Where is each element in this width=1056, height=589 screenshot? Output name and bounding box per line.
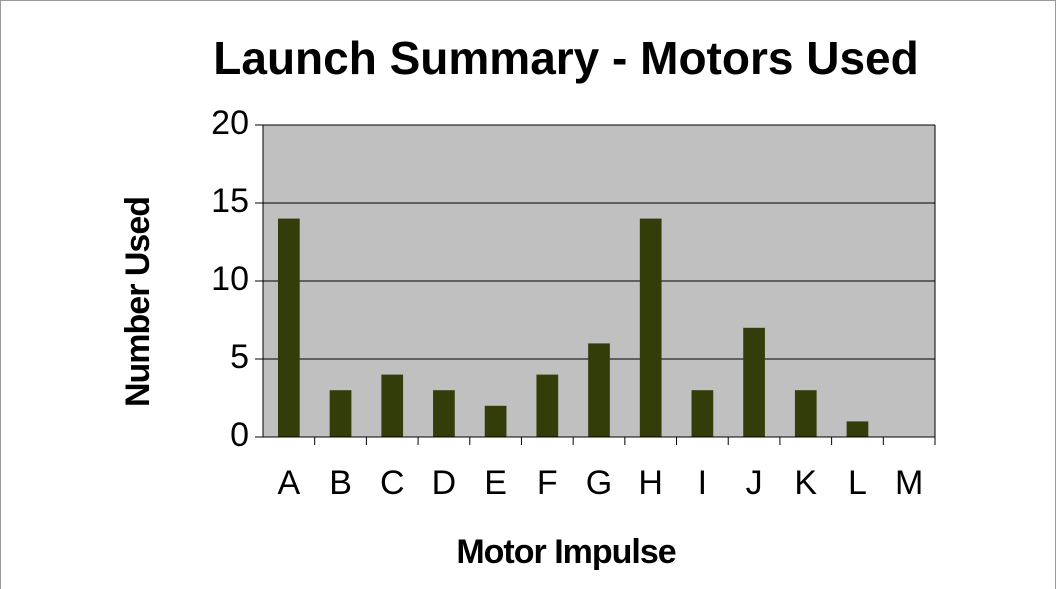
bar (846, 421, 869, 437)
bar (639, 218, 662, 437)
y-tick-label: 20 (211, 104, 249, 142)
bar (691, 390, 714, 437)
bar (588, 343, 610, 437)
x-tick-label: B (329, 464, 352, 502)
x-tick-label: C (380, 464, 405, 502)
bar (536, 374, 559, 437)
x-tick-label: A (278, 464, 301, 502)
x-tick-label: M (895, 464, 923, 502)
bar (484, 405, 507, 437)
bar (381, 374, 404, 437)
y-tick-label: 5 (230, 338, 249, 376)
x-tick-label: D (432, 464, 457, 502)
x-tick-label: F (537, 464, 558, 502)
y-axis-label: Number Used (119, 197, 157, 407)
x-tick-label: K (794, 464, 817, 502)
bar (794, 390, 817, 437)
x-tick-label: E (484, 464, 507, 502)
x-tick-label: H (638, 464, 663, 502)
x-tick-label: G (586, 464, 612, 502)
x-tick-label: J (746, 464, 763, 502)
chart-title: Launch Summary - Motors Used (213, 32, 918, 84)
y-tick-label: 0 (230, 416, 249, 454)
x-axis-label: Motor Impulse (456, 533, 675, 571)
bar (329, 390, 352, 437)
bar (743, 327, 765, 437)
x-tick-label: L (848, 464, 867, 502)
y-tick-label: 10 (211, 260, 249, 298)
x-tick-label: I (698, 464, 707, 502)
bar (433, 390, 455, 437)
y-tick-label: 15 (211, 182, 249, 220)
bar (277, 218, 300, 437)
